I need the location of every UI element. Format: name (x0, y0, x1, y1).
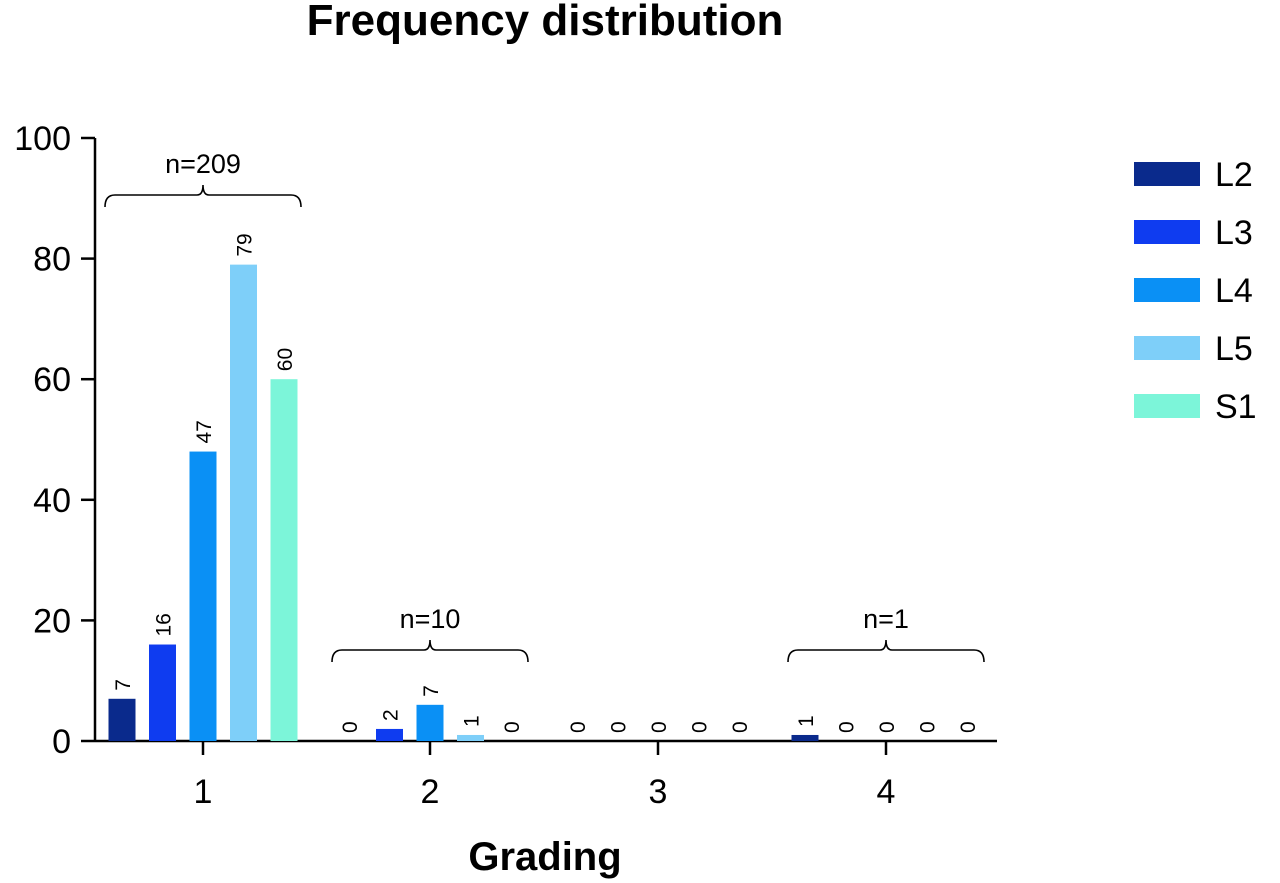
data-label: 0 (729, 721, 752, 733)
chart-title: Frequency distribution (307, 0, 784, 45)
bar-l2 (791, 734, 819, 741)
bar-l4 (189, 451, 217, 741)
group-bracket (104, 184, 302, 208)
y-tick-label: 100 (14, 120, 71, 158)
data-label: 60 (274, 348, 297, 371)
legend-label: L3 (1215, 214, 1253, 252)
bar-l3 (149, 644, 176, 741)
data-label: 0 (608, 721, 631, 733)
data-label: 0 (957, 721, 980, 733)
x-tick-label: 2 (421, 773, 440, 811)
data-label: 0 (648, 721, 671, 733)
bar-s1 (270, 379, 298, 741)
data-label: 0 (339, 721, 362, 733)
bars: 7 0 0 1 16 2 0 0 47 7 0 0 79 1 0 0 60 0 0 0 (108, 233, 980, 741)
legend-label: L4 (1215, 272, 1253, 310)
data-label: 2 (380, 709, 403, 721)
group-bracket (331, 639, 529, 663)
bar-l5 (457, 734, 484, 741)
x-tick-label: 3 (649, 773, 668, 811)
bar-l5 (230, 264, 257, 741)
legend: L2 L3 L4 L5 S1 (1134, 156, 1257, 426)
y-axis: 0 20 40 60 80 100 (14, 120, 97, 761)
data-label: 7 (112, 679, 135, 691)
bar-l4 (416, 704, 444, 741)
group-bracket (787, 639, 985, 663)
data-label: 0 (836, 721, 859, 733)
data-label: 0 (917, 721, 940, 733)
legend-swatch-l4 (1134, 278, 1200, 302)
legend-label: S1 (1215, 388, 1257, 426)
data-label: 0 (501, 721, 524, 733)
legend-label: L5 (1215, 330, 1253, 368)
legend-swatch-l3 (1134, 220, 1200, 244)
x-tick-label: 4 (877, 773, 896, 811)
data-label: 0 (689, 721, 712, 733)
data-label: 1 (461, 715, 484, 727)
data-label: 7 (420, 685, 443, 697)
group-count-label: n=1 (863, 604, 909, 634)
y-tick-label: 80 (33, 241, 71, 279)
group-annotations: n=209 n=10 n=1 (104, 149, 985, 663)
legend-label: L2 (1215, 156, 1253, 194)
group-count-label: n=209 (165, 149, 241, 179)
legend-swatch-s1 (1134, 394, 1200, 418)
y-tick-label: 60 (33, 361, 71, 399)
data-label: 16 (153, 613, 176, 636)
x-axis-title: Grading (468, 835, 621, 879)
data-label: 0 (567, 721, 590, 733)
data-label: 1 (795, 715, 818, 727)
data-label: 0 (876, 721, 899, 733)
group-count-label: n=10 (400, 604, 461, 634)
bar-l3 (376, 728, 403, 741)
y-tick-label: 40 (33, 482, 71, 520)
data-label: 47 (193, 420, 216, 443)
x-tick-label: 1 (194, 773, 213, 811)
y-tick-label: 20 (33, 602, 71, 640)
y-tick-label: 0 (52, 723, 71, 761)
data-label: 79 (234, 233, 257, 256)
legend-swatch-l5 (1134, 336, 1200, 360)
bar-l2 (108, 698, 136, 741)
x-axis: 1 2 3 4 (95, 739, 997, 811)
legend-swatch-l2 (1134, 162, 1200, 186)
